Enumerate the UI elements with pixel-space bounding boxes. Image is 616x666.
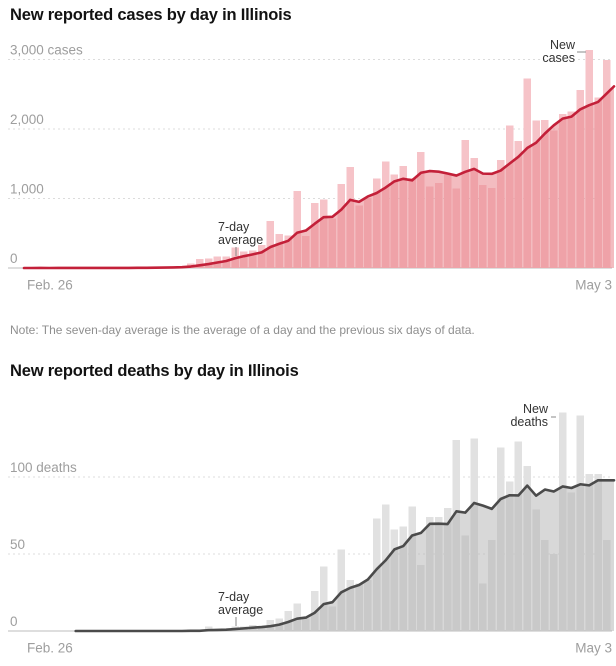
deaths-average-line	[74, 479, 616, 633]
deaths-xaxis-labels: Feb. 26 May 3	[27, 641, 612, 656]
annotation-label: 7-day	[218, 220, 250, 234]
cases-ytick-label: 1,000	[10, 182, 44, 197]
cases-xlabel-start: Feb. 26	[27, 278, 73, 293]
cases-average-line	[22, 85, 616, 270]
cases-gridlines: 3,000 cases 2,000 1,000 0	[8, 43, 612, 269]
cases-ytick-label: 0	[10, 251, 18, 266]
annotation-label: cases	[542, 51, 575, 65]
deaths-xlabel-start: Feb. 26	[27, 641, 73, 656]
seven-day-average-note: Note: The seven-day average is the avera…	[10, 323, 475, 337]
cases-ytick-label: 3,000 cases	[10, 43, 83, 58]
deaths-ytick-label: 100 deaths	[10, 460, 77, 475]
cases-chart-title: New reported cases by day in Illinois	[10, 6, 292, 24]
cases-average-area	[24, 86, 614, 268]
annotation-label: New	[523, 402, 549, 416]
annotation-label: 7-day	[218, 590, 250, 604]
annotation-label: deaths	[510, 415, 548, 429]
annotation-label: New	[550, 38, 576, 52]
deaths-ytick-label: 0	[10, 614, 18, 629]
cases-ytick-label: 2,000	[10, 112, 44, 127]
deaths-chart-title: New reported deaths by day in Illinois	[10, 362, 299, 380]
annotation-label: average	[218, 233, 263, 247]
deaths-average-area	[75, 480, 615, 631]
deaths-ytick-label: 50	[10, 537, 25, 552]
cases-chart: 3,000 cases 2,000 1,000 0 Feb. 26 May 3 Newcas…	[8, 38, 616, 293]
cases-xaxis-labels: Feb. 26 May 3	[27, 278, 612, 293]
deaths-xlabel-end: May 3	[575, 641, 612, 656]
cases-xlabel-end: May 3	[575, 278, 612, 293]
annotation-label: average	[218, 603, 263, 617]
